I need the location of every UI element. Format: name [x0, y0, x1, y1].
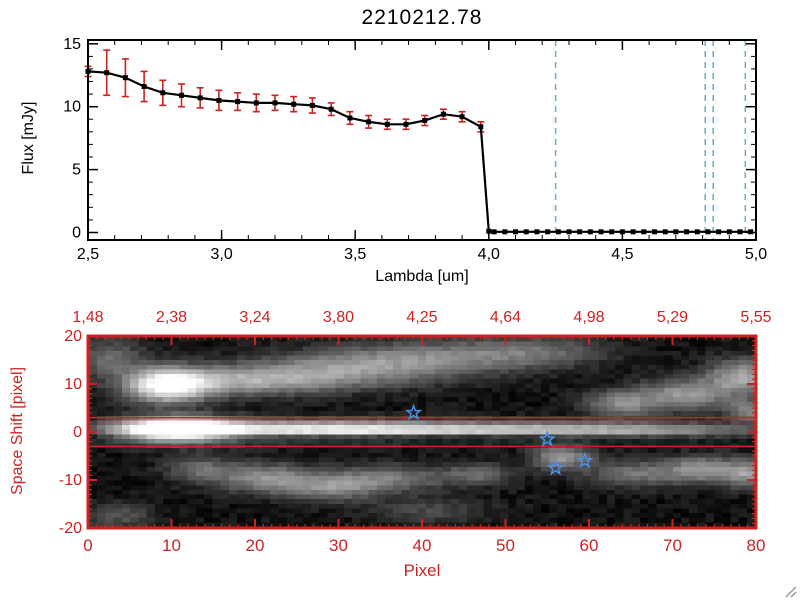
chart-title: 2210212.78: [361, 6, 483, 29]
wavelength-tick-label: 4,98: [573, 309, 604, 326]
data-point-marker: [587, 229, 593, 235]
star-marker: [538, 429, 557, 447]
data-point-marker: [122, 75, 128, 81]
data-point-marker: [534, 229, 540, 235]
data-point-marker: [694, 229, 700, 235]
data-point-marker: [609, 229, 615, 235]
image-plot-box: [86, 334, 758, 530]
wavelength-tick-label: 1,48: [72, 309, 103, 326]
pixel-tick-label: 50: [496, 536, 515, 555]
wavelength-tick-label: 3,80: [323, 309, 354, 326]
lambda-axis-label: Lambda [um]: [375, 268, 469, 285]
data-point-marker: [197, 95, 203, 101]
pixel-axis-label: Pixel: [403, 561, 441, 580]
data-point-marker: [216, 97, 222, 103]
wavelength-tick-label: 4,64: [490, 309, 521, 326]
data-point-marker: [491, 229, 497, 235]
data-point-marker: [705, 229, 711, 235]
x-tick-label: 4,5: [611, 246, 633, 263]
data-point-marker: [684, 229, 689, 235]
data-point-marker: [737, 229, 743, 235]
wavelength-tick-label: 2,38: [156, 309, 187, 326]
data-point-marker: [641, 229, 647, 235]
data-point-marker: [662, 229, 668, 235]
spectrum-line: [87, 70, 751, 233]
plot-box: [87, 39, 757, 241]
resize-handle-line: [790, 591, 797, 598]
data-point-marker: [403, 121, 409, 127]
data-point-marker: [253, 100, 259, 106]
star-marker: [546, 458, 565, 476]
y-tick-label: 15: [63, 36, 81, 53]
data-point-marker: [502, 229, 508, 235]
pixel-tick-label: 40: [413, 536, 432, 555]
pixel-tick-label: 10: [162, 536, 181, 555]
space-shift-tick-label: -10: [59, 472, 82, 489]
data-point-marker: [716, 229, 722, 235]
space-shift-tick-label: 10: [64, 376, 82, 393]
resize-handle-line: [785, 586, 797, 598]
data-point-marker: [630, 229, 636, 235]
data-point-marker: [577, 229, 583, 235]
pixel-tick-label: 20: [246, 536, 265, 555]
pixel-tick-label: 30: [329, 536, 348, 555]
data-point-marker: [141, 84, 147, 89]
space-shift-tick-label: 20: [64, 328, 82, 345]
y-tick-label: 0: [72, 225, 81, 242]
space-shift-tick-label: 0: [73, 424, 82, 441]
x-tick-label: 3,5: [344, 246, 366, 263]
data-point-marker: [104, 70, 110, 76]
y-tick-label: 10: [63, 99, 81, 116]
space-shift-axis-label: Space Shift [pixel]: [9, 366, 26, 496]
pixel-tick-label: 0: [83, 536, 92, 555]
data-point-marker: [422, 118, 428, 123]
data-point-marker: [478, 124, 484, 130]
spectral-2d-image: [89, 337, 755, 527]
pixel-tick-label: 60: [580, 536, 599, 555]
data-point-marker: [652, 229, 657, 235]
data-point-marker: [328, 106, 334, 112]
pixel-tick-label: 70: [663, 536, 682, 555]
data-point-marker: [347, 115, 353, 121]
data-point-marker: [555, 229, 561, 235]
wavelength-tick-label: 3,24: [239, 309, 270, 326]
data-point-marker: [309, 102, 315, 108]
data-point-marker: [673, 229, 679, 235]
wavelength-tick-label: 5,55: [740, 309, 771, 326]
data-point-marker: [291, 101, 297, 107]
data-point-marker: [598, 229, 604, 235]
wavelength-tick-label: 4,25: [406, 309, 437, 326]
data-point-marker: [545, 229, 551, 235]
x-tick-label: 3,0: [210, 246, 232, 263]
data-point-marker: [160, 90, 166, 96]
image-plot-overlay: 0 1,48 10 2,38 20 3,24 30 3,80 40 4,25 50 4,64 60 4,9…: [59, 309, 772, 555]
x-tick-label: 2,5: [77, 246, 99, 263]
data-point-marker: [726, 229, 732, 235]
spectrum-plot: 2,5 3,0 3,5 4,0 4,5 5,0 0 5 10 15: [63, 36, 767, 263]
wavelength-tick-label: 5,29: [657, 309, 688, 326]
star-marker: [576, 451, 594, 469]
data-point-marker: [459, 114, 465, 120]
star-marker: [404, 403, 423, 421]
data-point-marker: [272, 100, 278, 106]
data-point-marker: [566, 229, 572, 235]
data-point-marker: [179, 92, 184, 98]
x-tick-label: 4,0: [478, 246, 500, 263]
x-tick-label: 5,0: [745, 246, 767, 263]
data-point-marker: [235, 99, 241, 105]
space-shift-tick-label: -20: [59, 520, 82, 537]
flux-axis-label: Flux [mJy]: [20, 101, 37, 175]
y-tick-label: 5: [72, 162, 81, 179]
data-point-marker: [366, 119, 372, 125]
data-point-marker: [440, 111, 446, 117]
data-point-marker: [513, 229, 518, 235]
pixel-tick-label: 80: [747, 536, 766, 555]
data-point-marker: [523, 229, 529, 235]
data-point-marker: [384, 121, 390, 127]
resize-handle-icon[interactable]: [780, 582, 798, 598]
